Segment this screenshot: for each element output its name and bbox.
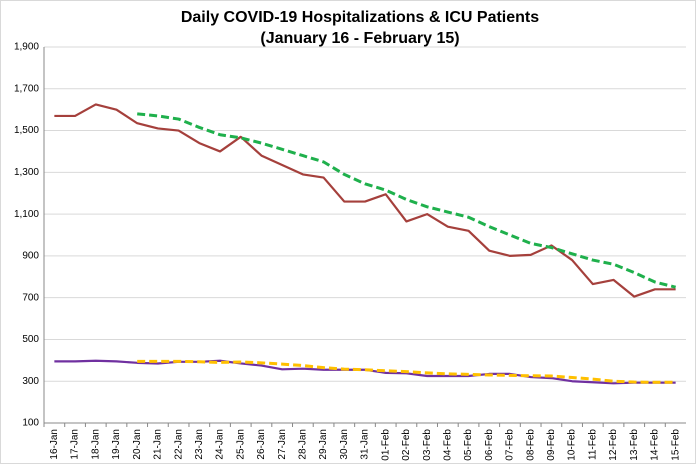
x-tick-label: 10-Feb (567, 429, 578, 461)
chart-subtitle: (January 16 - February 15) (260, 30, 459, 47)
x-tick-label: 09-Feb (546, 429, 557, 461)
x-tick-label: 06-Feb (484, 429, 495, 461)
x-tick-label: 24-Jan (215, 429, 226, 460)
y-tick-label: 500 (22, 334, 39, 345)
x-tick-label: 26-Jan (256, 429, 267, 460)
x-tick-label: 13-Feb (629, 429, 640, 461)
series-line (54, 103, 676, 298)
y-tick-label: 1,100 (14, 209, 39, 220)
x-tick-label: 21-Jan (153, 429, 164, 460)
x-tick-label: 22-Jan (173, 429, 184, 460)
x-tick-label: 20-Jan (132, 429, 143, 460)
x-tick-label: 02-Feb (401, 429, 412, 461)
y-tick-label: 300 (22, 376, 39, 387)
x-tick-label: 17-Jan (70, 429, 81, 460)
x-tick-label: 11-Feb (587, 429, 598, 460)
x-tick-label: 07-Feb (505, 429, 516, 461)
series-line (137, 359, 676, 384)
x-tick-label: 03-Feb (422, 429, 433, 461)
x-tick-label: 15-Feb (670, 429, 681, 461)
x-tick-label: 29-Jan (318, 429, 329, 460)
x-tick-label: 28-Jan (298, 429, 309, 460)
y-tick-label: 1,500 (14, 125, 39, 136)
y-tick-label: 1,700 (14, 83, 39, 94)
x-tick-label: 30-Jan (339, 429, 350, 460)
x-tick-label: 01-Feb (380, 429, 391, 461)
x-tick-label: 19-Jan (111, 429, 122, 460)
x-tick-label: 05-Feb (463, 429, 474, 461)
x-tick-label: 31-Jan (360, 429, 371, 460)
series-line (137, 112, 677, 289)
x-tick-label: 18-Jan (90, 429, 101, 460)
x-tick-label: 23-Jan (194, 429, 205, 460)
y-tick-label: 900 (22, 251, 39, 262)
y-tick-label: 1,900 (14, 42, 39, 53)
x-tick-label: 14-Feb (650, 429, 661, 461)
x-tick-label: 16-Jan (49, 429, 60, 460)
x-tick-label: 04-Feb (442, 429, 453, 461)
x-tick-label: 25-Jan (235, 429, 246, 460)
y-tick-label: 700 (22, 292, 39, 303)
chart-title: Daily COVID-19 Hospitalizations & ICU Pa… (181, 9, 539, 26)
x-tick-label: 12-Feb (608, 429, 619, 461)
y-tick-label: 1,300 (14, 167, 39, 178)
y-tick-label: 100 (22, 418, 39, 429)
x-tick-label: 08-Feb (525, 429, 536, 461)
x-tick-label: 27-Jan (277, 429, 288, 460)
